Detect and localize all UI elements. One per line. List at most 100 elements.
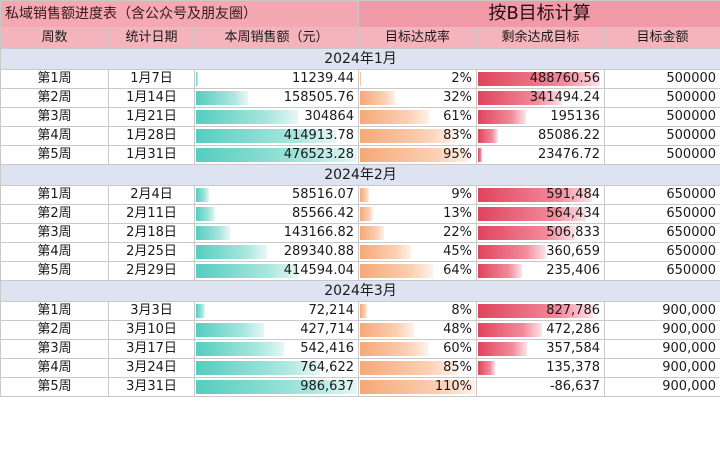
rate-cell[interactable]: 22% <box>358 223 477 243</box>
header-rate[interactable]: 目标达成率 <box>358 27 477 49</box>
target-cell[interactable]: 650000 <box>603 242 720 262</box>
date-cell[interactable]: 3月31日 <box>108 377 195 397</box>
sales-cell[interactable]: 158505.76 <box>194 88 359 108</box>
sales-cell[interactable]: 414594.04 <box>194 261 359 281</box>
target-basis-title[interactable]: 按B目标计算 <box>357 0 720 28</box>
week-cell[interactable]: 第4周 <box>0 242 109 262</box>
rate-cell[interactable]: 110% <box>358 377 477 397</box>
target-cell[interactable]: 900,000 <box>603 377 720 397</box>
target-cell[interactable]: 650000 <box>603 261 720 281</box>
remain-cell[interactable]: 472,286 <box>476 320 605 340</box>
week-cell[interactable]: 第5周 <box>0 145 109 165</box>
header-sales[interactable]: 本周销售额（元） <box>194 27 359 49</box>
date-cell[interactable]: 3月3日 <box>108 301 195 321</box>
date-cell[interactable]: 2月29日 <box>108 261 195 281</box>
date-cell[interactable]: 2月18日 <box>108 223 195 243</box>
sales-cell[interactable]: 72,214 <box>194 301 359 321</box>
date-cell[interactable]: 1月31日 <box>108 145 195 165</box>
remain-cell[interactable]: 591,484 <box>476 185 605 205</box>
date-cell[interactable]: 2月4日 <box>108 185 195 205</box>
target-cell[interactable]: 500000 <box>603 88 720 108</box>
week-cell[interactable]: 第1周 <box>0 301 109 321</box>
week-cell[interactable]: 第1周 <box>0 185 109 205</box>
week-cell[interactable]: 第2周 <box>0 320 109 340</box>
remain-cell[interactable]: 827,786 <box>476 301 605 321</box>
rate-cell[interactable]: 9% <box>358 185 477 205</box>
week-cell[interactable]: 第3周 <box>0 107 109 127</box>
remain-cell[interactable]: 23476.72 <box>476 145 605 165</box>
month-label[interactable]: 2024年1月 <box>0 48 720 70</box>
target-cell[interactable]: 500000 <box>603 145 720 165</box>
target-cell[interactable]: 900,000 <box>603 339 720 359</box>
remain-cell[interactable]: 360,659 <box>476 242 605 262</box>
sales-cell[interactable]: 58516.07 <box>194 185 359 205</box>
rate-cell[interactable]: 8% <box>358 301 477 321</box>
target-cell[interactable]: 650000 <box>603 204 720 224</box>
sheet-title[interactable]: 私域销售额进度表（含公众号及朋友圈） <box>0 0 359 28</box>
rate-cell[interactable]: 45% <box>358 242 477 262</box>
remain-cell[interactable]: 488760.56 <box>476 69 605 89</box>
rate-cell[interactable]: 32% <box>358 88 477 108</box>
remain-cell[interactable]: 506,833 <box>476 223 605 243</box>
remain-cell[interactable]: 357,584 <box>476 339 605 359</box>
target-cell[interactable]: 900,000 <box>603 301 720 321</box>
header-week[interactable]: 周数 <box>0 27 109 49</box>
month-label[interactable]: 2024年3月 <box>0 280 720 302</box>
sales-cell[interactable]: 304864 <box>194 107 359 127</box>
target-cell[interactable]: 650000 <box>603 223 720 243</box>
target-cell[interactable]: 900,000 <box>603 320 720 340</box>
rate-cell[interactable]: 95% <box>358 145 477 165</box>
date-cell[interactable]: 1月21日 <box>108 107 195 127</box>
remain-cell[interactable]: 341494.24 <box>476 88 605 108</box>
week-cell[interactable]: 第3周 <box>0 339 109 359</box>
target-cell[interactable]: 500000 <box>603 107 720 127</box>
date-cell[interactable]: 3月24日 <box>108 358 195 378</box>
week-cell[interactable]: 第3周 <box>0 223 109 243</box>
rate-cell[interactable]: 61% <box>358 107 477 127</box>
date-cell[interactable]: 3月10日 <box>108 320 195 340</box>
week-cell[interactable]: 第2周 <box>0 88 109 108</box>
rate-cell[interactable]: 64% <box>358 261 477 281</box>
rate-cell[interactable]: 13% <box>358 204 477 224</box>
sales-cell[interactable]: 764,622 <box>194 358 359 378</box>
remain-cell[interactable]: 195136 <box>476 107 605 127</box>
sales-cell[interactable]: 143166.82 <box>194 223 359 243</box>
sales-cell[interactable]: 85566.42 <box>194 204 359 224</box>
week-cell[interactable]: 第4周 <box>0 358 109 378</box>
rate-cell[interactable]: 60% <box>358 339 477 359</box>
week-cell[interactable]: 第2周 <box>0 204 109 224</box>
remain-cell[interactable]: 85086.22 <box>476 126 605 146</box>
date-cell[interactable]: 3月17日 <box>108 339 195 359</box>
date-cell[interactable]: 1月28日 <box>108 126 195 146</box>
rate-cell[interactable]: 85% <box>358 358 477 378</box>
remain-cell[interactable]: 564,434 <box>476 204 605 224</box>
sales-cell[interactable]: 476523.28 <box>194 145 359 165</box>
target-cell[interactable]: 500000 <box>603 126 720 146</box>
month-label[interactable]: 2024年2月 <box>0 164 720 186</box>
rate-cell[interactable]: 48% <box>358 320 477 340</box>
date-cell[interactable]: 1月7日 <box>108 69 195 89</box>
week-cell[interactable]: 第5周 <box>0 377 109 397</box>
remain-cell[interactable]: -86,637 <box>476 377 605 397</box>
week-cell[interactable]: 第5周 <box>0 261 109 281</box>
sales-cell[interactable]: 289340.88 <box>194 242 359 262</box>
header-target[interactable]: 目标金额 <box>603 27 720 49</box>
date-cell[interactable]: 1月14日 <box>108 88 195 108</box>
header-date[interactable]: 统计日期 <box>108 27 195 49</box>
sales-cell[interactable]: 542,416 <box>194 339 359 359</box>
sales-cell[interactable]: 427,714 <box>194 320 359 340</box>
target-cell[interactable]: 900,000 <box>603 358 720 378</box>
remain-cell[interactable]: 135,378 <box>476 358 605 378</box>
week-cell[interactable]: 第1周 <box>0 69 109 89</box>
sales-cell[interactable]: 11239.44 <box>194 69 359 89</box>
date-cell[interactable]: 2月25日 <box>108 242 195 262</box>
week-cell[interactable]: 第4周 <box>0 126 109 146</box>
rate-cell[interactable]: 83% <box>358 126 477 146</box>
target-cell[interactable]: 500000 <box>603 69 720 89</box>
sales-cell[interactable]: 986,637 <box>194 377 359 397</box>
remain-cell[interactable]: 235,406 <box>476 261 605 281</box>
sales-cell[interactable]: 414913.78 <box>194 126 359 146</box>
header-remain[interactable]: 剩余达成目标 <box>476 27 605 49</box>
date-cell[interactable]: 2月11日 <box>108 204 195 224</box>
target-cell[interactable]: 650000 <box>603 185 720 205</box>
